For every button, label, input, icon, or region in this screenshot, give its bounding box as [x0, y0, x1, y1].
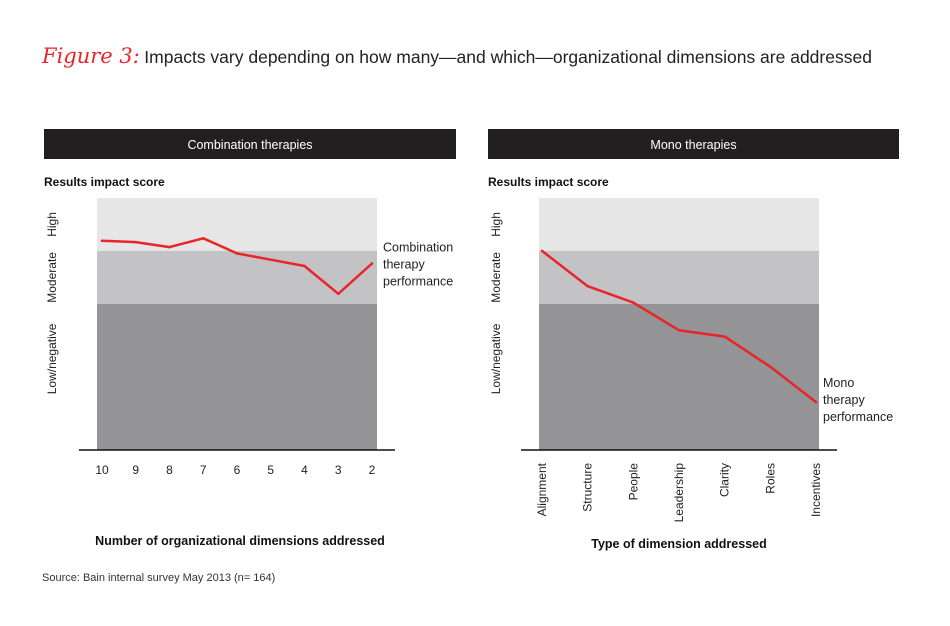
mono-x-tick-label: Roles [763, 463, 777, 494]
combination-data-point [134, 240, 138, 244]
combination-x-tick-label: 5 [267, 463, 274, 477]
combination-band-moderate [97, 250, 377, 304]
mono-x-tick-label: Leadership [672, 463, 686, 523]
mono-y-axis-label: Results impact score [488, 175, 609, 189]
mono-data-point [723, 335, 726, 338]
figure-title-text: Impacts vary depending on how many—and w… [144, 47, 872, 67]
combination-data-point [269, 258, 273, 262]
combination-series-annotation: performance [383, 275, 453, 289]
combination-y-axis-label: Results impact score [44, 175, 165, 189]
mono-band-label-high: High [489, 212, 503, 237]
combination-x-axis-title: Number of organizational dimensions addr… [95, 534, 385, 548]
combination-x-tick-label: 9 [132, 463, 139, 477]
mono-band-low [539, 303, 819, 450]
mono-x-axis-title: Type of dimension addressed [591, 537, 767, 551]
combination-x-tick-label: 7 [200, 463, 207, 477]
mono-header-bar [488, 129, 899, 159]
mono-data-point [632, 301, 635, 304]
combination-data-point [370, 262, 374, 265]
mono-x-tick-label: Incentives [809, 463, 823, 517]
mono-band-label-low: Low/negative [489, 323, 503, 394]
mono-data-point [814, 400, 818, 404]
combination-header-title: Combination therapies [187, 138, 312, 152]
mono-series-annotation: Mono [823, 376, 854, 390]
mono-band-moderate [539, 250, 819, 304]
combination-series-annotation: therapy [383, 258, 425, 272]
combination-header-bar [44, 129, 456, 159]
mono-band-high [539, 198, 819, 251]
mono-data-point [677, 329, 681, 332]
combination-x-tick-label: 2 [369, 463, 376, 477]
source-note: Source: Bain internal survey May 2013 (n… [42, 572, 276, 584]
figure-title: Figure 3: Impacts vary depending on how … [42, 44, 872, 68]
combination-x-tick-label: 4 [301, 463, 308, 477]
combination-band-label-moderate: Moderate [45, 252, 59, 303]
combination-x-tick-label: 8 [166, 463, 173, 477]
mono-data-point [769, 365, 772, 369]
combination-data-point [336, 292, 340, 296]
mono-header-title: Mono therapies [650, 138, 736, 152]
combination-band-low [97, 303, 377, 450]
mono-data-point [586, 284, 589, 288]
combination-data-point [201, 237, 205, 240]
combination-x-tick-label: 10 [95, 463, 109, 477]
combination-x-tick-label: 3 [335, 463, 342, 477]
combination-x-tick-label: 6 [234, 463, 241, 477]
figure-label: Figure 3: [42, 44, 140, 68]
mono-x-tick-label: People [626, 463, 640, 501]
combination-data-point [100, 239, 104, 243]
combination-band-label-low: Low/negative [45, 323, 59, 394]
mono-x-tick-label: Structure [581, 463, 595, 512]
combination-band-label-high: High [45, 212, 59, 237]
mono-x-tick-label: Alignment [535, 462, 549, 516]
mono-series-annotation: therapy [823, 393, 865, 407]
combination-data-point [235, 252, 239, 255]
combination-data-point [303, 264, 306, 268]
mono-band-label-moderate: Moderate [489, 252, 503, 303]
mono-series-annotation: performance [823, 410, 893, 424]
combination-series-annotation: Combination [383, 241, 453, 255]
combination-data-point [168, 245, 171, 249]
mono-data-point [540, 249, 544, 253]
mono-x-tick-label: Clarity [718, 463, 732, 497]
